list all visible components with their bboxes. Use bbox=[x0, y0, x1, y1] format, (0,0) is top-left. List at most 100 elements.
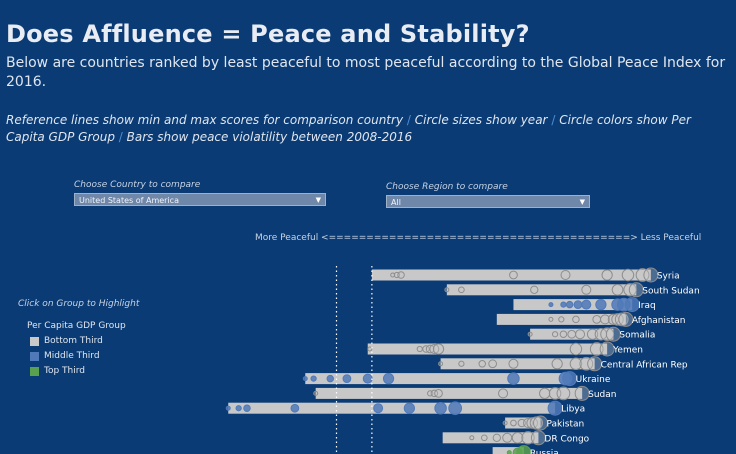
year-circle bbox=[560, 301, 567, 308]
year-circle bbox=[635, 268, 650, 282]
year-circle bbox=[225, 405, 231, 411]
country-select-label: Choose Country to compare bbox=[74, 180, 201, 190]
legend-title: Per Capita GDP Group bbox=[27, 321, 126, 331]
legend-hint: Click on Group to Highlight bbox=[18, 299, 140, 309]
year-circle bbox=[469, 435, 475, 441]
country-row[interactable]: Yemen bbox=[367, 341, 643, 357]
year-circle bbox=[432, 343, 445, 355]
legend-item-top-third[interactable]: Top Third bbox=[30, 366, 85, 376]
country-label: Afghanistan bbox=[632, 316, 686, 326]
country-row[interactable]: Pakistan bbox=[502, 415, 585, 431]
page-subtitle: Below are countries ranked by least peac… bbox=[6, 55, 726, 90]
legend-item-middle-third[interactable]: Middle Third bbox=[30, 351, 100, 361]
chevron-down-icon[interactable]: ▼ bbox=[579, 198, 585, 206]
year-circle bbox=[589, 342, 604, 356]
year-circle bbox=[601, 269, 613, 281]
year-circle bbox=[600, 314, 611, 325]
country-label: DR Congo bbox=[544, 434, 589, 444]
year-circle bbox=[511, 431, 524, 444]
year-circle bbox=[562, 371, 578, 387]
year-circle bbox=[569, 357, 583, 371]
year-circle bbox=[478, 360, 486, 368]
chevron-down-icon[interactable]: ▼ bbox=[315, 196, 321, 204]
year-circle bbox=[362, 373, 373, 384]
year-circle bbox=[434, 401, 447, 415]
note-circle-colors: Circle colors show Per Capita GDP Group bbox=[6, 113, 691, 144]
year-circle bbox=[586, 328, 599, 340]
year-circle bbox=[556, 386, 571, 401]
country-row[interactable]: Afghanistan bbox=[496, 311, 686, 327]
year-circle bbox=[290, 403, 300, 413]
country-row[interactable]: Somalia bbox=[527, 326, 655, 342]
year-circle bbox=[611, 313, 624, 326]
year-circle bbox=[547, 400, 563, 416]
region-select[interactable]: All ▼ bbox=[386, 195, 590, 208]
legend-item-bottom-third[interactable]: Bottom Third bbox=[30, 336, 103, 346]
note-separator: / bbox=[406, 113, 411, 127]
year-circle bbox=[533, 415, 549, 431]
year-circle bbox=[565, 300, 574, 309]
country-select[interactable]: United States of America ▼ bbox=[74, 193, 326, 206]
year-circle bbox=[416, 345, 423, 353]
year-circle bbox=[516, 445, 532, 454]
country-row[interactable]: Syria bbox=[371, 267, 680, 283]
country-row[interactable]: Libya bbox=[225, 400, 585, 416]
year-circle bbox=[434, 389, 443, 398]
year-circle bbox=[623, 283, 637, 297]
country-row[interactable]: DR Congo bbox=[442, 430, 590, 446]
country-label: Pakistan bbox=[547, 420, 585, 430]
year-circle bbox=[373, 403, 384, 414]
volatility-bar bbox=[305, 373, 570, 385]
year-circle bbox=[621, 268, 635, 282]
year-circle bbox=[526, 417, 539, 429]
note-reference-lines: Reference lines show min and max scores … bbox=[6, 113, 404, 127]
country-label: Yemen bbox=[612, 346, 643, 356]
volatility-bar bbox=[442, 432, 539, 444]
year-circle bbox=[235, 405, 242, 412]
year-circle bbox=[595, 298, 607, 311]
country-row[interactable]: South Sudan bbox=[444, 282, 700, 298]
volatility-bar bbox=[530, 328, 614, 340]
country-row[interactable]: Iraq bbox=[513, 297, 656, 313]
volatility-bar bbox=[228, 402, 556, 414]
volatility-bar bbox=[367, 343, 608, 355]
year-circle bbox=[310, 375, 317, 382]
note-separator: / bbox=[118, 130, 123, 144]
year-circle bbox=[551, 331, 559, 338]
year-circle bbox=[509, 270, 518, 280]
year-circle bbox=[492, 433, 501, 442]
country-label: Somalia bbox=[619, 331, 655, 341]
country-row[interactable]: Ukraine bbox=[302, 371, 611, 387]
volatility-bar bbox=[315, 387, 583, 399]
legend-swatch bbox=[30, 351, 39, 361]
year-circle bbox=[587, 356, 603, 372]
year-circle bbox=[573, 300, 583, 309]
legend-label: Bottom Third bbox=[44, 336, 103, 346]
chart-notes: Reference lines show min and max scores … bbox=[6, 112, 728, 146]
country-row[interactable]: Russia bbox=[492, 445, 559, 454]
country-label: Russia bbox=[530, 449, 559, 454]
year-circle bbox=[581, 284, 592, 295]
country-row[interactable]: Sudan bbox=[313, 385, 617, 401]
year-circle bbox=[575, 329, 586, 340]
region-select-label: Choose Region to compare bbox=[386, 182, 508, 192]
year-circle bbox=[382, 372, 395, 385]
note-separator: / bbox=[551, 113, 556, 127]
volatility-bar bbox=[496, 313, 626, 325]
year-circle bbox=[367, 346, 373, 352]
year-circle bbox=[618, 311, 634, 327]
year-circle bbox=[458, 286, 465, 294]
legend-swatch bbox=[30, 336, 39, 346]
year-circle bbox=[551, 358, 563, 370]
year-circle bbox=[480, 434, 488, 442]
year-circle bbox=[397, 271, 405, 279]
year-circle bbox=[508, 358, 519, 369]
year-circle bbox=[527, 331, 533, 337]
country-row[interactable]: Central African Rep bbox=[438, 356, 688, 372]
country-select-value: United States of America bbox=[79, 196, 179, 205]
year-circle bbox=[567, 329, 577, 339]
volatility-bar bbox=[446, 284, 637, 296]
country-label: Libya bbox=[561, 405, 585, 415]
year-circle bbox=[643, 267, 659, 283]
